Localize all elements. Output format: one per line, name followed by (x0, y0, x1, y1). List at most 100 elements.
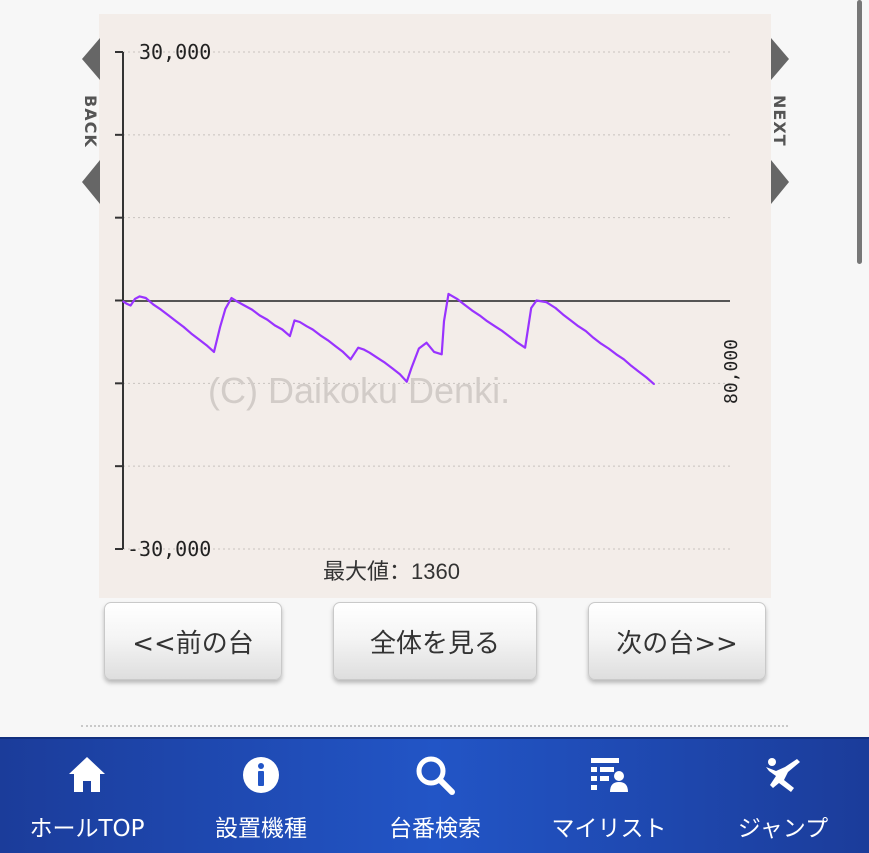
tab-machine-search[interactable]: 台番検索 (348, 739, 522, 853)
series-point (425, 341, 428, 344)
series-points (122, 293, 655, 385)
max-value-label: 最大値：1360 (323, 559, 460, 584)
series-point (391, 367, 394, 370)
series-point (251, 308, 253, 311)
series-point (125, 303, 128, 305)
series-point (134, 298, 136, 300)
series-point (399, 373, 401, 376)
series-point (342, 351, 344, 353)
series-point (243, 304, 246, 307)
series-point (122, 300, 124, 303)
series-point (630, 365, 633, 367)
series-point (592, 336, 595, 339)
series-point (418, 347, 420, 350)
series-point (327, 339, 329, 342)
series-point (622, 358, 625, 361)
series-point (167, 314, 170, 317)
series-point (349, 358, 352, 361)
series-point (530, 307, 533, 309)
series-point (410, 367, 413, 370)
next-nav[interactable]: NEXT (770, 38, 789, 206)
series-point (368, 351, 371, 354)
search-icon (416, 756, 455, 795)
mylist-icon (591, 758, 628, 792)
series-point (281, 328, 284, 331)
series-point (224, 307, 227, 310)
series-point (205, 344, 208, 347)
series-point (144, 297, 147, 299)
tab-installed-machines[interactable]: 設置機種 (174, 739, 348, 853)
next-machine-button[interactable]: 次の台>> (588, 602, 766, 680)
series-point (486, 320, 489, 323)
series-point (160, 308, 162, 311)
series-point (478, 314, 481, 317)
tab-hall-top[interactable]: ホールTOP (0, 739, 174, 853)
tab-label: 設置機種 (215, 816, 307, 842)
series-point (182, 326, 185, 328)
series-point (319, 334, 322, 337)
series-point (311, 328, 314, 331)
series-point (258, 314, 261, 317)
tab-my-list[interactable]: マイリスト (522, 739, 696, 853)
series-point (600, 342, 602, 345)
series-point (463, 303, 466, 306)
series-point (509, 336, 511, 338)
next-label: NEXT (770, 95, 789, 147)
y-tick-top: 30,000 (139, 40, 211, 64)
series-point (535, 299, 538, 302)
jump-icon (766, 758, 800, 792)
series-point (577, 325, 580, 327)
series-point (298, 321, 301, 323)
series-point (545, 301, 548, 303)
tab-label: マイリスト (551, 816, 667, 842)
info-icon (243, 757, 279, 793)
series-point (554, 307, 557, 309)
series-point (456, 298, 458, 300)
series-point (273, 324, 276, 327)
chart-panel: (C) Daikoku Denki. 30,000 -30,000 80,000… (99, 14, 771, 598)
series-point (293, 319, 296, 322)
grid-lines (123, 51, 730, 550)
series-point (376, 356, 378, 359)
series-point (190, 332, 193, 335)
series-point (357, 346, 360, 349)
series-point (129, 304, 132, 307)
series-point (569, 319, 572, 322)
series-point (219, 326, 221, 328)
series-point (362, 348, 365, 351)
series-point (653, 383, 655, 385)
watermark: (C) Daikoku Denki. (208, 370, 510, 411)
series-point (516, 341, 519, 344)
tab-jump[interactable]: ジャンプ (696, 739, 869, 853)
home-icon (69, 757, 105, 792)
series-point (198, 338, 200, 341)
series-point (524, 346, 526, 349)
series-point (443, 320, 445, 323)
series-point (383, 361, 386, 364)
series-point (440, 353, 443, 356)
series-point (175, 320, 177, 323)
series-point (334, 345, 337, 347)
series-point (471, 309, 473, 312)
back-nav[interactable]: BACK (81, 38, 100, 206)
tick-marks (115, 51, 123, 550)
series-point (213, 351, 215, 353)
view-all-button[interactable]: 全体を見る (333, 602, 537, 680)
tab-label: ホールTOP (29, 816, 145, 842)
x-max-label: 80,000 (721, 339, 742, 404)
series-point (230, 297, 233, 299)
tab-label: 台番検索 (389, 816, 481, 842)
series-point (501, 330, 504, 332)
series-point (645, 376, 648, 379)
series-point (138, 295, 141, 298)
tab-bar: ホールTOP 設置機種 台番検索 マイリスト (0, 737, 869, 853)
series-point (493, 325, 496, 327)
scrollbar[interactable] (857, 0, 862, 264)
series-point (266, 318, 268, 321)
series-point (607, 347, 610, 350)
divider (81, 725, 788, 727)
series-point (447, 293, 450, 295)
series-point (562, 313, 564, 316)
prev-machine-button[interactable]: <<前の台 (104, 602, 282, 680)
series-point (585, 330, 587, 332)
